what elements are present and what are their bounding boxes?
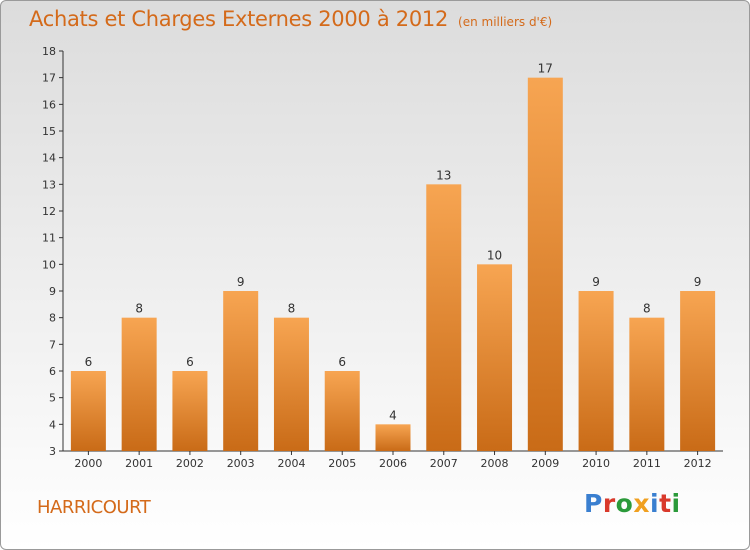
- x-tick-label: 2000: [74, 457, 102, 470]
- logo-letter: i: [650, 489, 660, 518]
- bar: [527, 77, 563, 452]
- data-label: 9: [694, 275, 702, 289]
- data-label: 9: [592, 275, 600, 289]
- y-tick-label: 11: [42, 232, 56, 245]
- y-tick-label: 8: [49, 312, 56, 325]
- y-tick-label: 10: [42, 258, 56, 271]
- data-label: 17: [538, 62, 553, 76]
- y-tick-label: 15: [42, 125, 56, 138]
- bar: [375, 424, 411, 451]
- y-tick-label: 18: [42, 45, 56, 58]
- x-tick-label: 2004: [277, 457, 305, 470]
- title-row: Achats et Charges Externes 2000 à 2012 (e…: [29, 7, 552, 31]
- x-tick-label: 2002: [176, 457, 204, 470]
- data-label: 6: [85, 355, 93, 369]
- x-tick-label: 2005: [328, 457, 356, 470]
- bar: [172, 371, 208, 451]
- x-tick-label: 2007: [430, 457, 458, 470]
- bar: [629, 317, 665, 451]
- y-tick-label: 7: [49, 338, 56, 351]
- labels: 6 2000 8 2001 6 2002 9 2003 8 2004 6 2005 4 2006 13 200…: [74, 62, 711, 470]
- logo-letter: P: [584, 489, 603, 518]
- y-tick-label: 16: [42, 98, 56, 111]
- data-label: 10: [487, 248, 502, 262]
- x-tick-label: 2009: [531, 457, 559, 470]
- y-tick-label: 12: [42, 205, 56, 218]
- x-tick-label: 2010: [582, 457, 610, 470]
- data-label: 9: [237, 275, 245, 289]
- town-name: HARRICOURT: [37, 497, 151, 518]
- y-tick-label: 13: [42, 178, 56, 191]
- y-tick-label: 5: [49, 392, 56, 405]
- logo-letter: o: [615, 489, 634, 518]
- y-tick-label: 17: [42, 72, 56, 85]
- bar: [324, 371, 360, 451]
- chart-title: Achats et Charges Externes 2000 à 2012: [29, 7, 449, 31]
- data-label: 8: [288, 302, 296, 316]
- chart-unit: (en milliers d'€): [458, 15, 553, 29]
- logo-letter: x: [633, 489, 650, 518]
- y-tick-label: 6: [49, 365, 56, 378]
- bar: [477, 264, 513, 451]
- bar: [680, 291, 716, 451]
- bar: [121, 317, 157, 451]
- data-label: 6: [186, 355, 194, 369]
- bars: [70, 77, 716, 452]
- bar: [70, 371, 106, 451]
- bar: [578, 291, 614, 451]
- x-tick-label: 2011: [633, 457, 661, 470]
- bar: [273, 317, 309, 451]
- data-label: 8: [643, 302, 651, 316]
- bar: [426, 184, 462, 452]
- y-tick-label: 4: [49, 418, 56, 431]
- y-tick-label: 3: [49, 445, 56, 458]
- logo-letter: r: [602, 489, 616, 518]
- logo-letter: i: [671, 489, 681, 518]
- logo-letter: t: [659, 489, 672, 518]
- x-tick-label: 2006: [379, 457, 407, 470]
- y-tick-label: 9: [49, 285, 56, 298]
- bar: [223, 291, 259, 451]
- y-tick-label: 14: [42, 152, 56, 165]
- proxiti-logo[interactable]: Proxiti: [584, 489, 681, 518]
- x-tick-label: 2001: [125, 457, 153, 470]
- x-tick-label: 2003: [227, 457, 255, 470]
- data-label: 4: [389, 408, 397, 422]
- data-label: 6: [338, 355, 346, 369]
- data-label: 8: [135, 302, 143, 316]
- x-tick-label: 2012: [684, 457, 712, 470]
- data-label: 13: [436, 168, 451, 182]
- x-tick-label: 2008: [481, 457, 509, 470]
